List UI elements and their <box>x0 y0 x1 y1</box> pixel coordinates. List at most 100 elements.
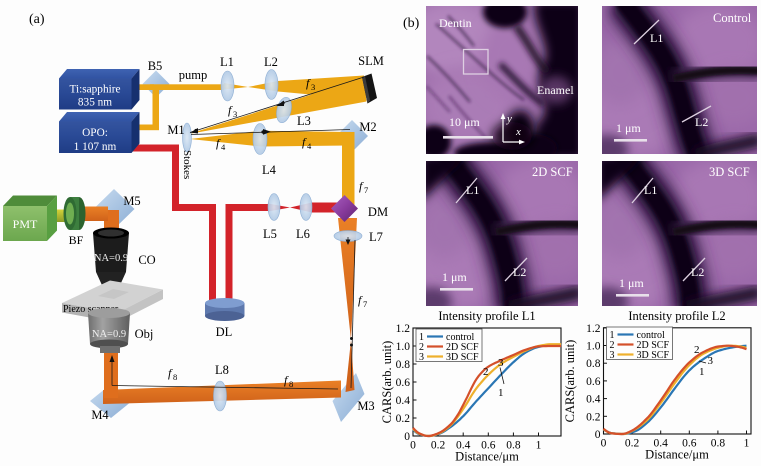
svg-text:Piezo scanner: Piezo scanner <box>63 304 119 315</box>
svg-text:3: 3 <box>610 350 615 361</box>
svg-text:1: 1 <box>536 440 542 452</box>
svg-text:L1: L1 <box>644 183 657 197</box>
svg-text:PMT: PMT <box>13 217 38 231</box>
svg-text:1.2: 1.2 <box>586 323 601 335</box>
svg-text:M4: M4 <box>91 408 109 422</box>
svg-text:2D SCF: 2D SCF <box>446 342 479 353</box>
svg-text:3: 3 <box>311 82 315 92</box>
svg-text:L4: L4 <box>262 163 277 177</box>
svg-text:Obj: Obj <box>135 327 154 341</box>
svg-text:0.2: 0.2 <box>586 411 601 423</box>
svg-text:10 μm: 10 μm <box>449 115 480 129</box>
svg-text:pump: pump <box>179 68 207 82</box>
svg-text:(b): (b) <box>403 16 420 31</box>
svg-text:1 μm: 1 μm <box>616 121 641 135</box>
svg-text:M2: M2 <box>359 120 376 134</box>
svg-text:3D SCF: 3D SCF <box>637 350 670 361</box>
svg-text:1: 1 <box>419 332 424 343</box>
svg-text:0: 0 <box>601 438 607 450</box>
svg-text:L8: L8 <box>215 363 229 377</box>
svg-text:f: f <box>228 103 233 117</box>
svg-text:0.8: 0.8 <box>396 359 411 371</box>
svg-text:L1: L1 <box>650 31 663 45</box>
svg-text:NA=0.9: NA=0.9 <box>94 253 128 264</box>
svg-text:Dentin: Dentin <box>439 16 472 30</box>
svg-text:x: x <box>515 126 521 138</box>
svg-text:Intensity profile L1: Intensity profile L1 <box>438 309 535 323</box>
svg-text:0.4: 0.4 <box>654 438 669 450</box>
svg-text:3: 3 <box>498 357 504 369</box>
svg-text:f: f <box>358 293 363 307</box>
svg-text:0: 0 <box>404 431 410 443</box>
svg-text:1: 1 <box>699 366 705 378</box>
svg-text:0.4: 0.4 <box>456 440 471 452</box>
svg-text:f: f <box>284 373 289 387</box>
svg-text:1.2: 1.2 <box>396 323 411 335</box>
svg-text:0.8: 0.8 <box>506 440 521 452</box>
svg-text:L2: L2 <box>264 55 278 69</box>
svg-text:0.6: 0.6 <box>586 376 601 388</box>
svg-text:f: f <box>302 135 307 149</box>
svg-text:control: control <box>446 332 475 343</box>
svg-text:8: 8 <box>173 372 177 382</box>
svg-text:SLM: SLM <box>358 54 384 68</box>
svg-text:CARS(arb. unit): CARS(arb. unit) <box>380 341 394 424</box>
svg-text:0.4: 0.4 <box>396 395 411 407</box>
svg-text:1: 1 <box>610 330 615 341</box>
svg-text:L5: L5 <box>263 227 277 241</box>
svg-text:0.6: 0.6 <box>682 438 697 450</box>
svg-text:(a): (a) <box>29 12 45 27</box>
svg-text:M3: M3 <box>357 399 374 413</box>
svg-text:DL: DL <box>216 325 233 339</box>
svg-text:0.2: 0.2 <box>625 438 640 450</box>
svg-text:0.6: 0.6 <box>396 377 411 389</box>
svg-text:Enamel: Enamel <box>537 83 574 97</box>
svg-text:Intensity profile L2: Intensity profile L2 <box>628 309 725 323</box>
svg-text:0: 0 <box>410 440 416 452</box>
svg-text:2D SCF: 2D SCF <box>637 340 670 351</box>
svg-text:Ti:sapphire: Ti:sapphire <box>69 84 120 96</box>
svg-text:BF: BF <box>69 233 84 247</box>
svg-text:Distance/μm: Distance/μm <box>645 448 709 462</box>
svg-text:3: 3 <box>233 109 237 119</box>
svg-text:M1: M1 <box>167 123 184 137</box>
svg-text:1: 1 <box>498 387 504 399</box>
svg-text:Distance/μm: Distance/μm <box>455 450 519 464</box>
svg-text:0.4: 0.4 <box>586 394 601 406</box>
svg-text:3D SCF: 3D SCF <box>709 165 750 179</box>
svg-text:1.0: 1.0 <box>396 341 411 353</box>
svg-text:1: 1 <box>744 438 750 450</box>
svg-text:2: 2 <box>610 340 615 351</box>
svg-text:3D SCF: 3D SCF <box>446 352 479 363</box>
svg-text:1 107 nm: 1 107 nm <box>74 141 117 153</box>
svg-text:8: 8 <box>289 379 293 389</box>
svg-text:2D SCF: 2D SCF <box>532 165 573 179</box>
svg-text:f: f <box>359 179 364 193</box>
svg-text:f: f <box>216 136 221 150</box>
svg-text:0: 0 <box>595 429 601 441</box>
svg-text:3: 3 <box>708 355 714 367</box>
svg-text:B5: B5 <box>148 59 163 73</box>
svg-text:L7: L7 <box>369 230 383 244</box>
svg-text:Stokes: Stokes <box>181 150 193 179</box>
svg-text:y: y <box>506 113 512 125</box>
svg-text:L3: L3 <box>297 114 311 128</box>
svg-text:0.8: 0.8 <box>586 358 601 370</box>
svg-text:NA=0.9: NA=0.9 <box>92 329 126 340</box>
svg-text:L6: L6 <box>296 227 310 241</box>
svg-text:OPO:: OPO: <box>82 127 108 139</box>
svg-text:1 μm: 1 μm <box>619 276 644 290</box>
svg-text:CARS(arb. unit): CARS(arb. unit) <box>563 340 577 423</box>
svg-text:1.0: 1.0 <box>586 341 601 353</box>
svg-text:M5: M5 <box>123 194 140 208</box>
svg-text:4: 4 <box>221 142 226 152</box>
svg-text:1 μm: 1 μm <box>442 270 467 284</box>
svg-text:DM: DM <box>368 205 388 219</box>
svg-text:4: 4 <box>307 141 312 151</box>
svg-text:L2: L2 <box>691 265 704 279</box>
svg-text:f: f <box>168 366 173 380</box>
svg-text:2: 2 <box>419 342 424 353</box>
svg-text:L1: L1 <box>466 183 479 197</box>
svg-text:L1: L1 <box>220 55 234 69</box>
svg-text:f: f <box>306 76 311 90</box>
